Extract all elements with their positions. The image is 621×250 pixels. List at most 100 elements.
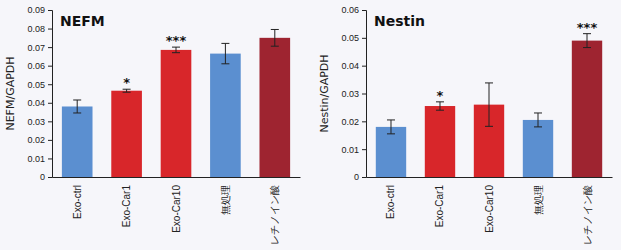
x-axis: Exo-ctrlExo-Car1Exo-Car10無処理レチノイン酸 xyxy=(367,177,613,245)
error-bar-stem xyxy=(538,113,539,127)
bar xyxy=(62,106,93,177)
y-tick-label: 0.07 xyxy=(27,42,45,52)
y-tick-label: 0.02 xyxy=(341,117,359,127)
x-tick: Exo-Car1 xyxy=(121,177,132,227)
y-tick-mark xyxy=(362,66,366,67)
error-bar-cap xyxy=(271,46,279,47)
y-tick: 0.02 xyxy=(341,117,366,127)
error-bar xyxy=(485,83,493,126)
y-axis: 0 0.01 0.02 0.03 0.04 0.05 0.06 0.07 0.08 0.09 xyxy=(27,5,52,182)
x-tick: Exo-ctrl xyxy=(385,177,396,219)
y-tick-mark xyxy=(48,140,52,141)
error-bar xyxy=(534,113,542,127)
error-bar-stem xyxy=(274,29,275,46)
y-tick-label: 0.02 xyxy=(27,135,45,145)
y-tick-label: 0.01 xyxy=(27,154,45,164)
x-tick: Exo-Car1 xyxy=(434,177,445,227)
error-bar-stem xyxy=(77,100,78,113)
y-axis-line xyxy=(362,11,367,178)
y-tick-mark xyxy=(48,10,52,11)
y-axis: 00.010.020.030.040.050.06 xyxy=(341,5,366,182)
chart: ****00.010.020.030.040.050.06Exo-ctrlExo… xyxy=(318,5,613,245)
significance-label: *** xyxy=(166,33,187,48)
y-tick: 0.07 xyxy=(27,42,52,52)
y-tick-label: 0 xyxy=(40,172,45,182)
y-axis-line xyxy=(48,11,53,178)
y-tick-mark xyxy=(48,66,52,67)
x-tick: 無処理 xyxy=(533,177,544,215)
y-tick: 0.01 xyxy=(27,154,52,164)
y-tick: 0 xyxy=(354,172,366,182)
y-tick-label: 0.05 xyxy=(27,80,45,90)
bar xyxy=(376,127,406,177)
error-bar-cap xyxy=(583,47,591,48)
y-tick-label: 0 xyxy=(354,172,359,182)
bar xyxy=(425,106,455,177)
y-tick-label: 0.04 xyxy=(341,61,359,71)
error-bar-cap xyxy=(485,82,493,83)
y-tick-mark xyxy=(48,158,52,159)
y-tick: 0.08 xyxy=(27,24,52,34)
x-tick-label: 無処理 xyxy=(220,185,231,215)
y-tick-mark xyxy=(362,177,366,178)
x-tick: Exo-Car10 xyxy=(171,177,182,233)
bar xyxy=(161,50,192,177)
bar xyxy=(111,91,142,177)
x-tick: Exo-ctrl xyxy=(72,177,83,219)
x-axis-line xyxy=(367,177,613,178)
error-bar-stem xyxy=(587,34,588,48)
y-tick-mark xyxy=(48,84,52,85)
error-bar-stem xyxy=(489,83,490,126)
error-bar xyxy=(436,102,444,110)
plot-area xyxy=(376,34,602,177)
y-tick-label: 0.04 xyxy=(27,98,45,108)
y-tick-label: 0.01 xyxy=(341,145,359,155)
y-tick-mark xyxy=(362,149,366,150)
error-bar xyxy=(221,43,229,63)
error-bar-cap xyxy=(534,112,542,113)
y-tick-mark xyxy=(48,47,52,48)
significance-label: * xyxy=(437,88,444,103)
y-tick-label: 0.09 xyxy=(27,5,45,15)
x-axis: Exo-ctrl Exo-Car1 Exo-Car10 無処理 レチノイン酸 xyxy=(53,177,301,245)
y-axis-title: NEFM/GAPDH xyxy=(4,56,17,130)
y-tick: 0.04 xyxy=(27,98,52,108)
bar xyxy=(523,120,553,177)
error-bar-cap xyxy=(123,92,131,93)
y-tick: 0.09 xyxy=(27,5,52,15)
bar xyxy=(210,54,241,177)
plot-area xyxy=(62,29,290,177)
error-bar-stem xyxy=(439,102,440,110)
y-tick-mark xyxy=(48,103,52,104)
x-tick: 無処理 xyxy=(220,177,231,215)
error-bar-cap xyxy=(387,133,395,134)
bar xyxy=(259,38,290,177)
y-tick: 0.02 xyxy=(27,135,52,145)
y-tick-label: 0.03 xyxy=(341,89,359,99)
error-bar xyxy=(73,100,81,113)
y-tick-mark xyxy=(362,121,366,122)
error-bar-stem xyxy=(390,120,391,134)
y-tick-label: 0.06 xyxy=(27,61,45,71)
x-tick: レチノイン酸 xyxy=(269,177,280,245)
x-tick: レチノイン酸 xyxy=(582,177,593,245)
error-bar-cap xyxy=(172,52,180,53)
error-bar xyxy=(271,29,279,46)
x-tick-label: Exo-Car1 xyxy=(121,185,132,228)
x-tick-label: Exo-Car1 xyxy=(434,185,445,228)
significance-label: *** xyxy=(577,20,598,35)
y-tick: 0.04 xyxy=(341,61,366,71)
figure: ****00.010.020.030.040.050.060.070.080.0… xyxy=(0,0,621,250)
y-tick: 0.06 xyxy=(27,61,52,71)
x-tick-label: 無処理 xyxy=(533,185,544,215)
y-tick: 0.05 xyxy=(27,80,52,90)
y-tick-mark xyxy=(48,29,52,30)
y-tick-mark xyxy=(362,38,366,39)
y-tick: 0.03 xyxy=(341,89,366,99)
y-tick-label: 0.06 xyxy=(341,5,359,15)
bar xyxy=(572,41,602,177)
error-bar xyxy=(387,120,395,134)
y-tick: 0.03 xyxy=(27,117,52,127)
error-bar-cap xyxy=(485,126,493,127)
x-tick-label: Exo-Car10 xyxy=(171,185,182,233)
